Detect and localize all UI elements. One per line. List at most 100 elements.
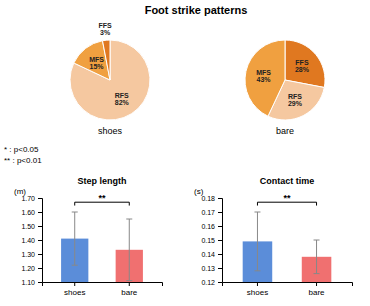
y-tick-label: 0.13 <box>201 265 215 272</box>
data-label-category: RFS <box>115 92 129 99</box>
data-label-value: 43% <box>257 76 272 83</box>
y-tick-mark <box>218 240 222 241</box>
data-label-value: 3% <box>100 29 111 36</box>
y-axis-label: (m) <box>14 187 26 196</box>
x-tick-label: shoes <box>64 288 85 297</box>
x-axis: shoes bare <box>43 282 163 297</box>
y-tick-label: 1.60 <box>21 209 35 216</box>
x-tick-mark <box>257 282 258 286</box>
y-tick: 1.60 <box>21 209 42 216</box>
y-tick-mark <box>218 282 222 283</box>
y-tick: 0.12 <box>201 279 222 286</box>
y-tick-label: 0.16 <box>201 223 215 230</box>
y-tick-mark <box>218 268 222 269</box>
y-tick-mark <box>38 198 42 199</box>
y-tick-label: 1.20 <box>21 265 35 272</box>
pie: FFS28% RFS29% MFS43% bare <box>245 40 325 136</box>
x-axis: shoes bare <box>223 282 353 297</box>
data-label-value: 28% <box>295 66 310 73</box>
error-bar <box>314 240 320 274</box>
note: * : p<0.05 <box>4 145 39 154</box>
x-axis-line <box>43 283 163 287</box>
error-bar-cap <box>72 212 78 213</box>
y-tick-mark <box>218 254 222 255</box>
x-tick-label: bare <box>309 288 326 297</box>
y-tick-label: 1.10 <box>21 279 35 286</box>
data-label: FFS3% <box>98 22 112 36</box>
pie-slice <box>245 40 285 116</box>
x-tick: bare <box>309 282 326 297</box>
data-label: RFS29% <box>288 93 303 107</box>
error-bar-line <box>257 212 258 271</box>
y-tick-label: 0.12 <box>201 279 215 286</box>
y-tick: 1.20 <box>21 265 42 272</box>
y-tick-label: 0.18 <box>201 195 215 202</box>
error-bar-cap <box>72 265 78 266</box>
data-label-value: 15% <box>90 63 105 70</box>
pie: RFS82% MFS15% FFS3% shoes <box>70 22 150 136</box>
x-tick: shoes <box>247 282 268 297</box>
pie-slice <box>70 40 150 120</box>
x-tick: bare <box>121 282 138 297</box>
y-tick-mark <box>218 226 222 227</box>
y-tick: 1.30 <box>21 251 42 258</box>
y-tick: 1.10 <box>21 279 42 286</box>
x-tick-label: shoes <box>247 288 268 297</box>
error-bar <box>126 219 132 281</box>
data-label-value: 29% <box>288 100 303 107</box>
data-label-category: MFS <box>89 56 104 63</box>
y-axis-line <box>218 199 223 283</box>
y-tick-label: 1.30 <box>21 251 35 258</box>
error-bar <box>254 212 260 271</box>
error-bar-line <box>74 212 75 265</box>
y-tick: 1.40 <box>21 237 42 244</box>
pie-slice <box>285 40 325 87</box>
error-bar-cap <box>314 240 320 241</box>
y-tick: 0.18 <box>201 195 222 202</box>
error-bar-cap <box>126 219 132 220</box>
x-tick: shoes <box>64 282 85 297</box>
y-tick: 0.17 <box>201 209 222 216</box>
annotation: ** <box>98 193 106 203</box>
data-label: MFS43% <box>256 69 271 83</box>
x-tick-mark <box>129 282 130 286</box>
y-tick-label: 1.40 <box>21 237 35 244</box>
pie-title: shoes <box>98 126 123 136</box>
y-tick-mark <box>38 212 42 213</box>
y-tick-mark <box>218 212 222 213</box>
pie-title: bare <box>276 126 294 136</box>
note: ** : p<0.01 <box>4 156 42 165</box>
data-label-category: FFS <box>295 59 309 66</box>
error-bar <box>72 212 78 265</box>
y-tick: 0.16 <box>201 223 222 230</box>
error-bar-cap <box>254 270 260 271</box>
title: Foot strike patterns <box>145 4 248 16</box>
y-axis: 1.101.201.301.401.501.601.70 <box>21 195 42 286</box>
data-label: MFS15% <box>89 56 104 70</box>
data-label-category: MFS <box>256 69 271 76</box>
x-tick-mark <box>316 282 317 286</box>
error-bar-cap <box>254 212 260 213</box>
y-tick-mark <box>38 254 42 255</box>
plot-area <box>61 212 143 282</box>
y-tick: 0.15 <box>201 237 222 244</box>
data-label: RFS82% <box>115 92 130 106</box>
panel-title: Contact time <box>260 176 315 186</box>
pie-slice <box>74 41 110 80</box>
y-tick-mark <box>38 268 42 269</box>
y-axis-label: (s) <box>194 187 204 196</box>
y-tick-label: 0.14 <box>201 251 215 258</box>
plot-area <box>243 212 332 282</box>
x-axis-line <box>223 283 353 287</box>
y-tick: 0.14 <box>201 251 222 258</box>
y-tick-mark <box>38 226 42 227</box>
x-tick-label: bare <box>121 288 138 297</box>
y-tick-mark <box>38 282 42 283</box>
y-axis: 0.12 0.13 0.14 0.15 0.16 0.17 0.18 <box>201 195 222 286</box>
data-label-category: FFS <box>98 22 112 29</box>
annotation: ** <box>283 193 291 203</box>
panel-title: Step length <box>78 176 127 186</box>
data-label-value: 82% <box>115 99 130 106</box>
y-tick-label: 0.17 <box>201 209 215 216</box>
y-tick-label: 1.50 <box>21 223 35 230</box>
